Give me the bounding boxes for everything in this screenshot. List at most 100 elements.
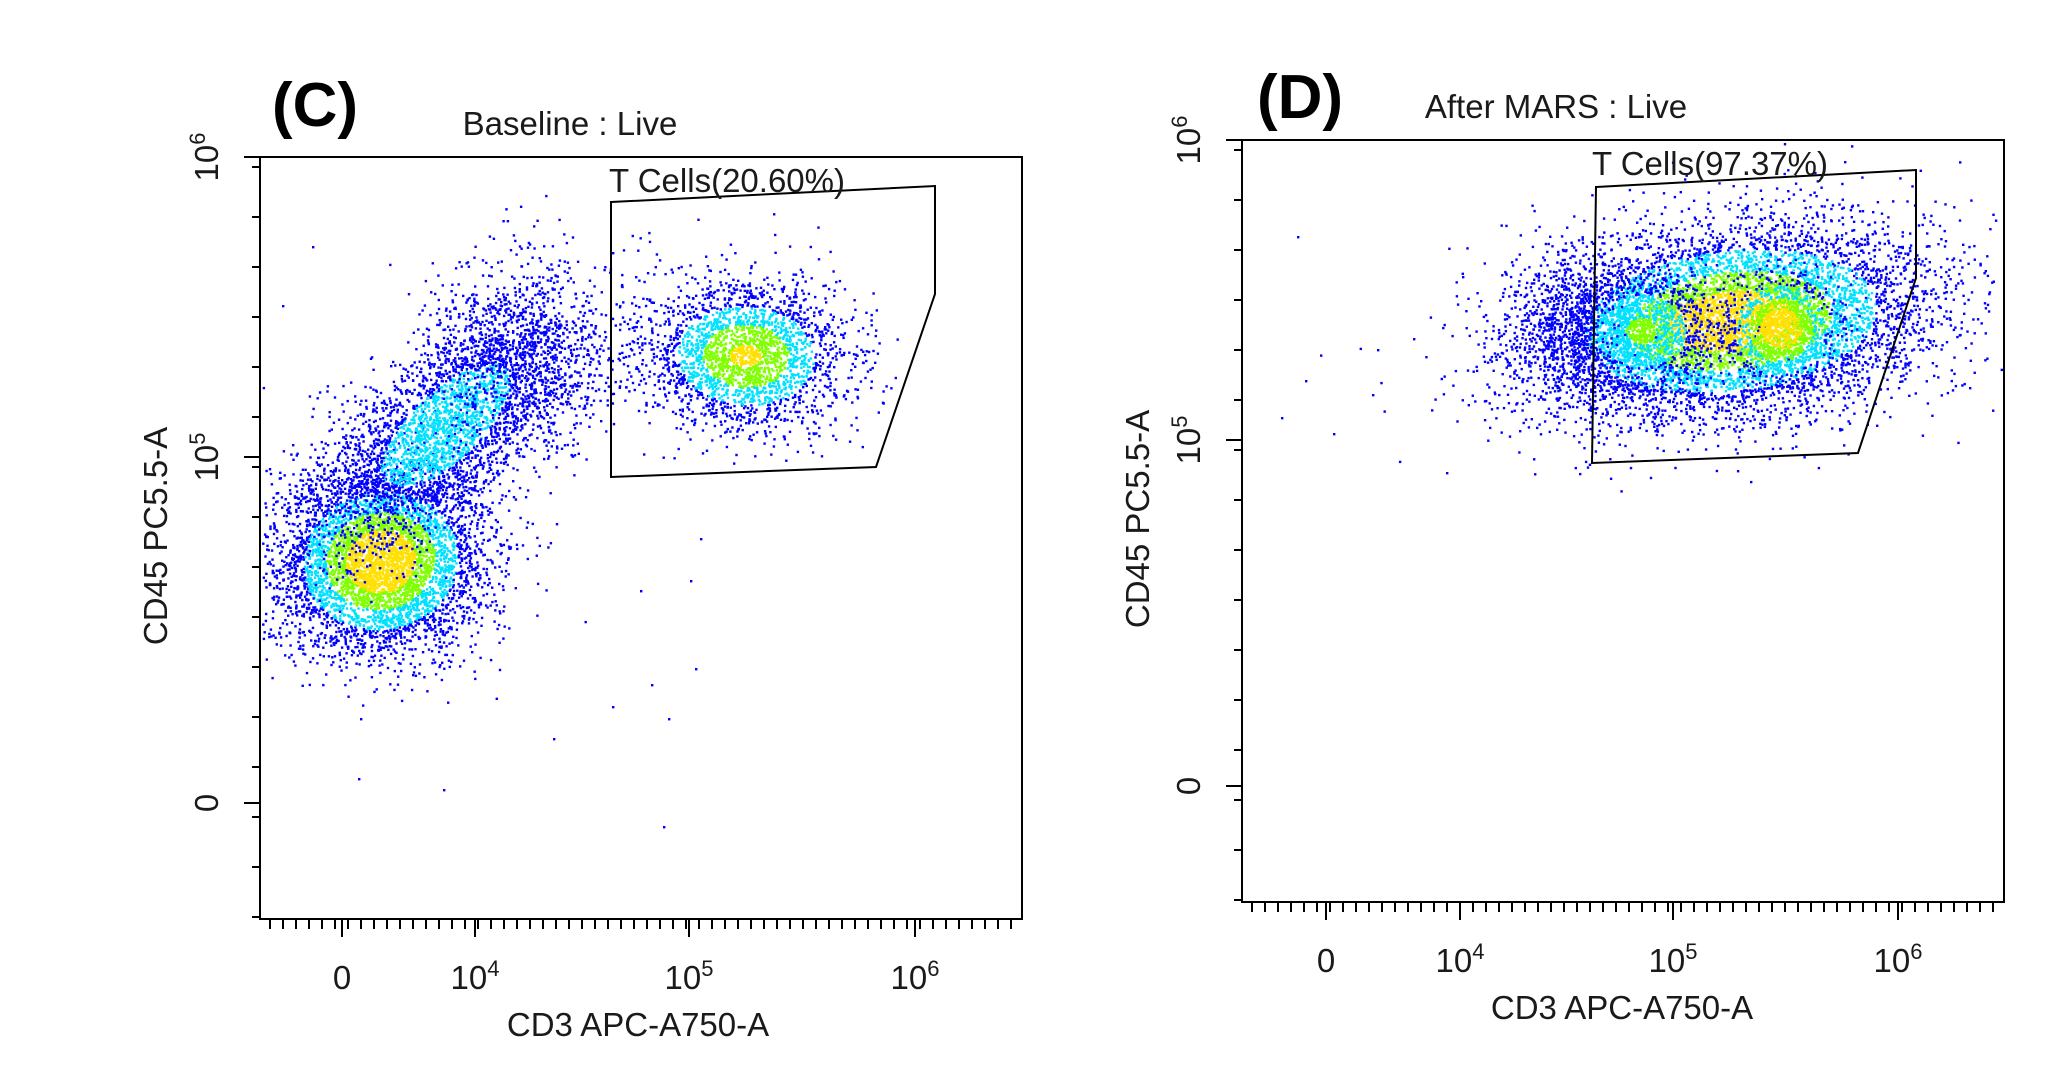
event-dot	[322, 609, 324, 611]
event-dot	[516, 548, 518, 550]
event-dot	[295, 604, 297, 606]
event-dot	[314, 449, 316, 451]
event-dot	[367, 533, 369, 535]
event-dot	[269, 582, 271, 584]
event-dot	[462, 620, 464, 622]
event-dot	[479, 514, 481, 516]
event-dot	[290, 654, 292, 656]
event-dot	[476, 522, 478, 524]
event-dot	[403, 598, 405, 600]
event-dot	[422, 551, 424, 553]
event-dot	[343, 542, 345, 544]
event-dot	[356, 604, 358, 606]
event-dot	[399, 537, 401, 539]
event-dot	[333, 573, 335, 575]
event-dot	[266, 514, 268, 516]
event-dot	[389, 601, 391, 603]
event-dot	[430, 629, 432, 631]
event-dot	[311, 609, 313, 611]
event-dot	[448, 620, 450, 622]
event-dot	[291, 567, 293, 569]
event-dot	[313, 523, 315, 525]
event-dot	[449, 589, 451, 591]
event-dot	[501, 570, 503, 572]
event-dot	[368, 550, 370, 552]
event-dot	[299, 597, 301, 599]
event-dot	[475, 621, 477, 623]
event-dot	[424, 604, 426, 606]
event-dot	[401, 621, 403, 623]
event-dot	[470, 507, 472, 509]
event-dot	[333, 644, 335, 646]
event-dot	[453, 448, 455, 450]
event-dot	[311, 574, 313, 576]
event-dot	[331, 617, 333, 619]
event-dot	[348, 622, 350, 624]
event-dot	[294, 664, 296, 666]
event-dot	[311, 567, 313, 569]
event-dot	[406, 542, 408, 544]
event-dot	[355, 613, 357, 615]
event-dot	[385, 576, 387, 578]
event-dot	[270, 473, 272, 475]
event-dot	[299, 645, 301, 647]
event-dot	[371, 514, 373, 516]
event-dot	[334, 594, 336, 596]
event-dot	[301, 571, 303, 573]
event-dot	[400, 670, 402, 672]
event-dot	[308, 507, 310, 509]
event-dot	[408, 611, 410, 613]
event-dot	[357, 642, 359, 644]
event-dot	[336, 490, 338, 492]
event-dot	[403, 636, 405, 638]
event-dot	[270, 628, 272, 630]
event-dot	[378, 574, 380, 576]
event-dot	[375, 602, 377, 604]
event-dot	[405, 579, 407, 581]
event-dot	[374, 636, 376, 638]
event-dot	[322, 647, 324, 649]
event-dot	[317, 575, 319, 577]
event-dot	[478, 604, 480, 606]
event-dot	[508, 627, 510, 629]
event-dot	[446, 496, 448, 498]
event-dot	[401, 643, 403, 645]
event-dot	[454, 538, 456, 540]
event-dot	[484, 554, 486, 556]
event-dot	[380, 528, 382, 530]
event-dot	[443, 589, 445, 591]
event-dot	[326, 560, 328, 562]
event-dot	[279, 472, 281, 474]
event-dot	[413, 545, 415, 547]
event-dot	[316, 609, 318, 611]
event-dot	[469, 594, 471, 596]
event-dot	[510, 533, 512, 535]
event-dot	[440, 593, 442, 595]
event-dot	[315, 591, 317, 593]
event-dot	[486, 559, 488, 561]
event-dot	[418, 525, 420, 527]
event-dot	[339, 654, 341, 656]
event-dot	[353, 651, 355, 653]
event-dot	[340, 635, 342, 637]
event-dot	[449, 581, 451, 583]
event-dot	[385, 606, 387, 608]
event-dot	[371, 580, 373, 582]
event-dot	[438, 621, 440, 623]
event-dot	[319, 593, 321, 595]
event-dot	[397, 676, 399, 678]
event-dot	[276, 537, 278, 539]
event-dot	[422, 580, 424, 582]
event-dot	[526, 527, 528, 529]
event-dot	[452, 636, 454, 638]
event-dot	[412, 674, 414, 676]
event-dot	[410, 663, 412, 665]
event-dot	[375, 586, 377, 588]
event-dot	[351, 483, 353, 485]
event-dot	[357, 654, 359, 656]
event-dot	[345, 493, 347, 495]
event-dot	[390, 568, 392, 570]
event-dot	[357, 633, 359, 635]
event-dot	[421, 554, 423, 556]
event-dot	[278, 632, 280, 634]
